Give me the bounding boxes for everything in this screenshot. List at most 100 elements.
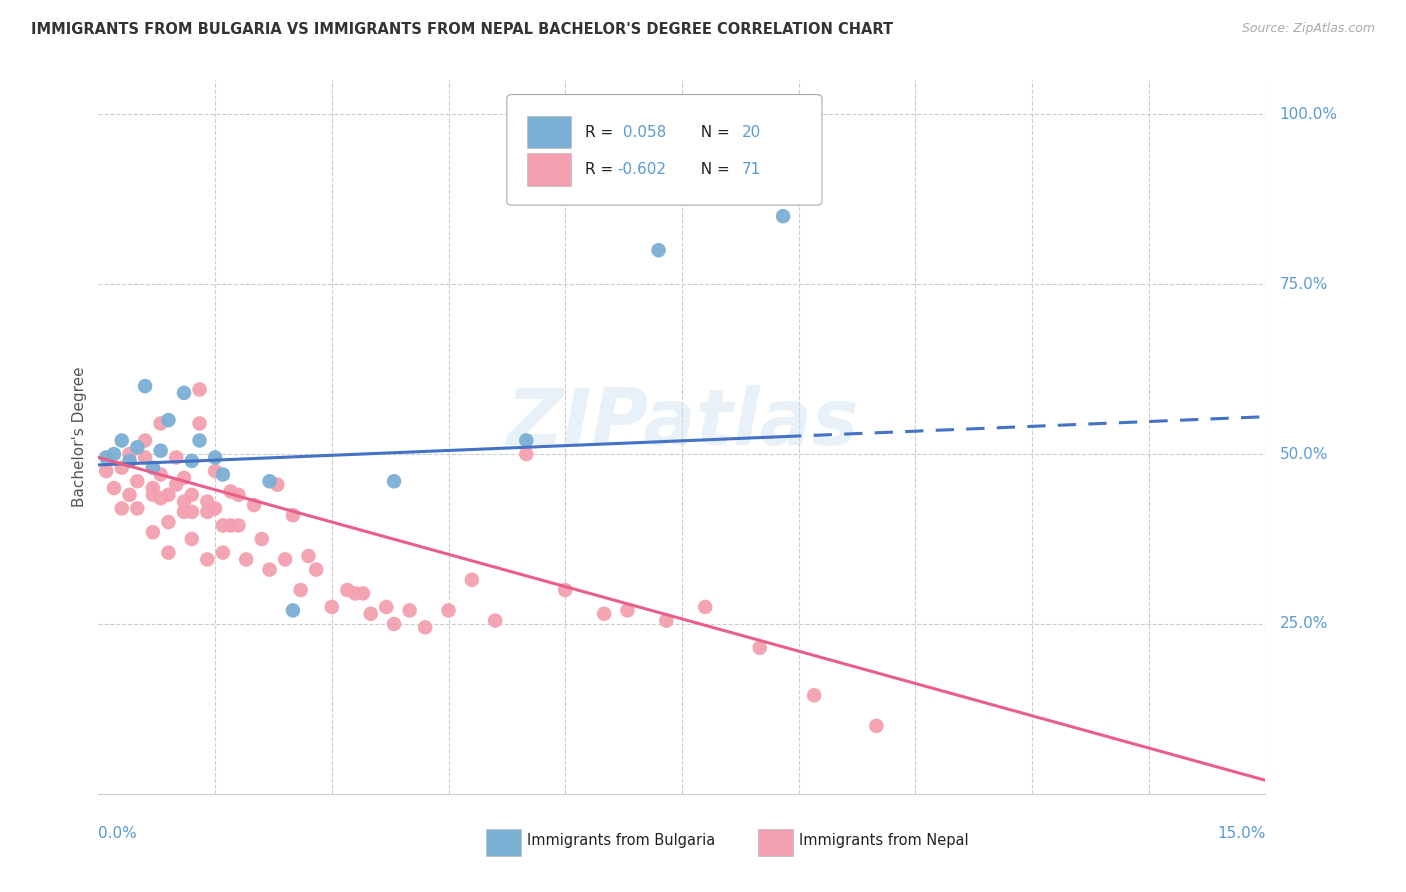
Text: 71: 71	[741, 162, 761, 177]
Point	[180, 488, 202, 502]
Point	[149, 417, 172, 431]
Point	[243, 498, 266, 512]
Point	[344, 586, 367, 600]
FancyBboxPatch shape	[758, 829, 793, 856]
Point	[375, 599, 398, 614]
Point	[103, 447, 125, 461]
Text: 50.0%: 50.0%	[1279, 447, 1327, 461]
Point	[515, 447, 537, 461]
Point	[259, 475, 281, 489]
Point	[803, 689, 825, 703]
Point	[281, 508, 304, 523]
Point	[219, 484, 242, 499]
Point	[173, 385, 195, 400]
Point	[127, 475, 149, 489]
Point	[695, 599, 717, 614]
Point	[772, 209, 794, 223]
Point	[336, 582, 359, 597]
Point	[149, 491, 172, 506]
Point	[173, 471, 195, 485]
Point	[382, 475, 405, 489]
Point	[195, 505, 218, 519]
Point	[647, 243, 669, 257]
Text: N =: N =	[692, 125, 735, 140]
Text: Immigrants from Bulgaria: Immigrants from Bulgaria	[527, 833, 716, 847]
Point	[188, 417, 211, 431]
Point	[149, 467, 172, 482]
Point	[616, 603, 638, 617]
Point	[111, 501, 134, 516]
Point	[180, 532, 202, 546]
Point	[180, 454, 202, 468]
Point	[173, 494, 195, 508]
Point	[165, 477, 187, 491]
Text: R =: R =	[585, 125, 619, 140]
Point	[195, 552, 218, 566]
Text: Source: ZipAtlas.com: Source: ZipAtlas.com	[1241, 22, 1375, 36]
Point	[297, 549, 319, 563]
Text: 75.0%: 75.0%	[1279, 277, 1327, 292]
Text: 100.0%: 100.0%	[1279, 107, 1337, 122]
Point	[305, 563, 328, 577]
Point	[204, 464, 226, 478]
Point	[484, 614, 506, 628]
Point	[437, 603, 460, 617]
Point	[127, 501, 149, 516]
Point	[157, 546, 180, 560]
Point	[142, 481, 165, 495]
Point	[204, 501, 226, 516]
Point	[142, 525, 165, 540]
Point	[593, 607, 616, 621]
FancyBboxPatch shape	[508, 95, 823, 205]
Text: ZIPatlas: ZIPatlas	[506, 384, 858, 461]
Point	[157, 488, 180, 502]
Point	[118, 447, 141, 461]
Point	[96, 464, 118, 478]
Point	[96, 450, 118, 465]
Point	[259, 563, 281, 577]
Point	[382, 617, 405, 632]
Point	[188, 434, 211, 448]
Point	[219, 518, 242, 533]
Point	[281, 603, 304, 617]
Point	[515, 434, 537, 448]
Point	[274, 552, 297, 566]
Point	[250, 532, 273, 546]
Point	[157, 413, 180, 427]
Text: 15.0%: 15.0%	[1218, 826, 1265, 841]
Point	[290, 582, 312, 597]
Point	[118, 488, 141, 502]
Point	[461, 573, 484, 587]
Point	[195, 494, 218, 508]
Point	[165, 450, 187, 465]
Point	[228, 518, 250, 533]
Text: 0.058: 0.058	[617, 125, 666, 140]
FancyBboxPatch shape	[527, 153, 571, 186]
Point	[111, 434, 134, 448]
Point	[228, 488, 250, 502]
Text: -0.602: -0.602	[617, 162, 666, 177]
FancyBboxPatch shape	[527, 116, 571, 148]
Point	[111, 460, 134, 475]
Point	[352, 586, 374, 600]
Point	[235, 552, 257, 566]
Point	[188, 383, 211, 397]
Point	[127, 440, 149, 454]
Text: IMMIGRANTS FROM BULGARIA VS IMMIGRANTS FROM NEPAL BACHELOR'S DEGREE CORRELATION : IMMIGRANTS FROM BULGARIA VS IMMIGRANTS F…	[31, 22, 893, 37]
Point	[134, 434, 156, 448]
Text: Immigrants from Nepal: Immigrants from Nepal	[799, 833, 969, 847]
Point	[149, 443, 172, 458]
Point	[103, 481, 125, 495]
Point	[142, 460, 165, 475]
Point	[398, 603, 420, 617]
Text: R =: R =	[585, 162, 619, 177]
Point	[360, 607, 382, 621]
Point	[142, 488, 165, 502]
Point	[748, 640, 770, 655]
Point	[173, 505, 195, 519]
Text: 0.0%: 0.0%	[98, 826, 138, 841]
Point	[266, 477, 288, 491]
Point	[134, 379, 156, 393]
Point	[413, 620, 436, 634]
Point	[212, 518, 235, 533]
